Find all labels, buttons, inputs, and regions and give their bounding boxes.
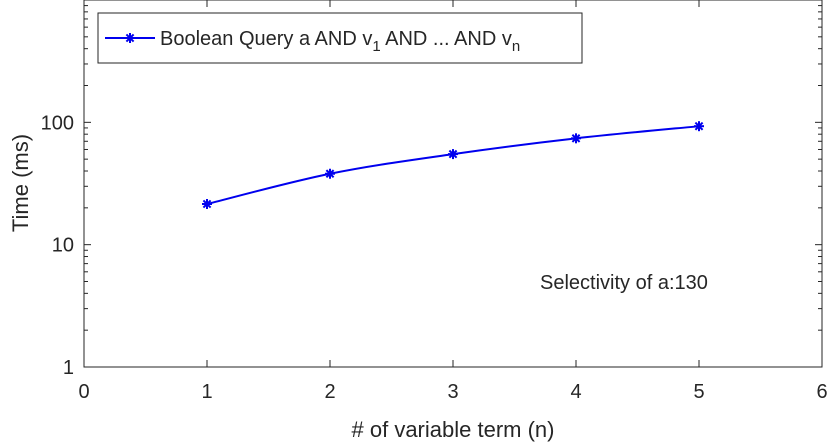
x-tick-label: 5: [693, 381, 704, 403]
legend-entry: Boolean Query a AND v1 AND ... AND vn: [160, 28, 520, 55]
x-tick-label: 4: [570, 381, 581, 403]
y-tick-label: 10: [52, 235, 74, 257]
legend-sub1: 1: [372, 38, 380, 55]
data-point: [202, 198, 212, 209]
x-tick-label: 0: [78, 381, 89, 403]
legend-marker: [125, 33, 135, 43]
y-axis-label: Time (ms): [8, 134, 33, 232]
legend-text-part2: AND ... AND v: [381, 28, 512, 50]
x-tick-label: 3: [447, 381, 458, 403]
legend-text-part1: Boolean Query a AND v: [160, 28, 372, 50]
legend-box: [97, 12, 583, 64]
x-tick-label: 2: [324, 381, 335, 403]
data-point: [325, 168, 335, 179]
axis-ticks: [83, 0, 823, 368]
data-point: [571, 133, 581, 144]
legend-sub2: n: [512, 38, 520, 55]
y-tick-label: 100: [41, 112, 74, 134]
annotation: Selectivity of a:130: [540, 272, 708, 294]
legend: Boolean Query a AND v1 AND ... AND vn: [97, 12, 583, 64]
data-point: [448, 149, 458, 160]
series-layer: [202, 121, 704, 209]
x-tick-label: 6: [816, 381, 827, 403]
data-point: [125, 33, 135, 43]
y-tick-label: 1: [63, 357, 74, 379]
x-axis-label: # of variable term (n): [352, 417, 555, 442]
data-point: [694, 121, 704, 132]
x-tick-label: 1: [201, 381, 212, 403]
